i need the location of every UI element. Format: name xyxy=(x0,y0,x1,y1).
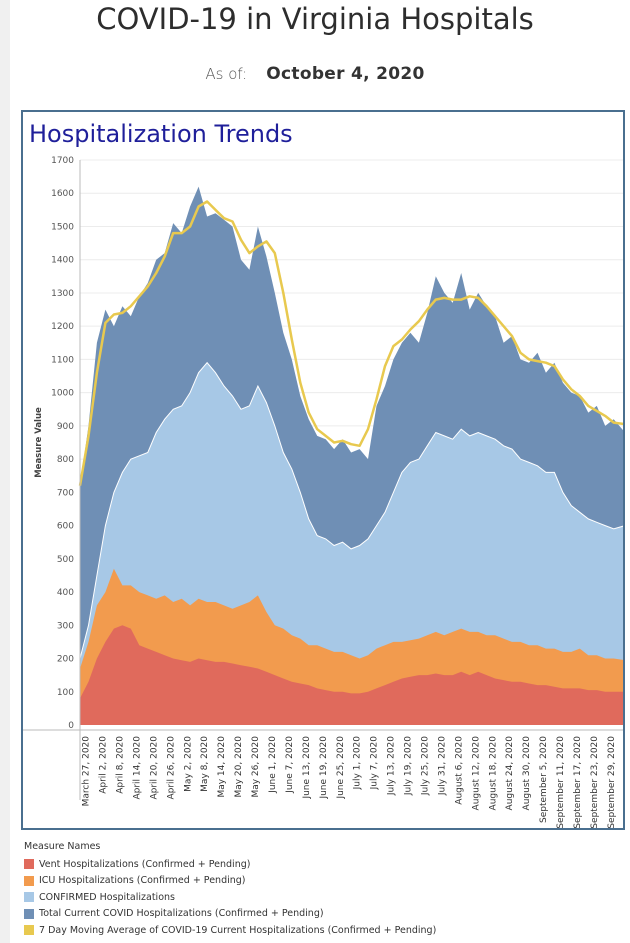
x-tick-label: May 14, 2020 xyxy=(217,736,227,798)
as-of-label: As of: xyxy=(205,65,248,83)
x-tick-label: September 11, 2020 xyxy=(556,736,566,828)
x-tick-label: September 29, 2020 xyxy=(607,736,617,828)
x-tick-label: May 8, 2020 xyxy=(200,736,210,792)
hospitalization-chart: 0 100 200 300 400 500 600 700 800 900 1000 1100 1200… xyxy=(23,156,623,828)
x-tick-label: August 18, 2020 xyxy=(488,736,498,811)
legend-swatch xyxy=(24,875,34,886)
x-tick-label: April 20, 2020 xyxy=(149,736,159,800)
y-tick-label: 900 xyxy=(57,422,74,432)
legend-swatch xyxy=(24,859,34,870)
x-tick-label: June 13, 2020 xyxy=(302,736,312,800)
legend-swatch xyxy=(24,925,34,936)
x-tick-label: July 19, 2020 xyxy=(404,736,414,796)
x-tick-label: September 5, 2020 xyxy=(539,736,549,823)
x-tick-label: September 17, 2020 xyxy=(573,736,583,828)
x-tick-label: August 24, 2020 xyxy=(505,736,515,811)
y-tick-label: 500 xyxy=(57,555,74,565)
x-tick-label: June 1, 2020 xyxy=(268,736,278,794)
y-tick-label: 1600 xyxy=(51,189,74,199)
chart-title: Hospitalization Trends xyxy=(29,120,293,148)
y-tick-label: 1700 xyxy=(51,156,74,166)
y-tick-label: 100 xyxy=(57,688,74,698)
axes: 0 100 200 300 400 500 600 700 800 900 1000 1100 1200… xyxy=(23,156,623,828)
y-tick-label: 1000 xyxy=(51,389,74,399)
x-tick-label: July 25, 2020 xyxy=(421,736,431,796)
y-tick-label: 1300 xyxy=(51,289,74,299)
page-title: COVID-19 in Virginia Hospitals xyxy=(96,2,534,36)
legend-item[interactable]: Vent Hospitalizations (Confirmed + Pendi… xyxy=(24,856,436,873)
y-tick-label: 1400 xyxy=(51,256,74,266)
x-tick-label: July 13, 2020 xyxy=(387,736,397,796)
y-axis-title: Measure Value xyxy=(34,407,44,478)
x-tick-label: April 26, 2020 xyxy=(166,736,176,800)
legend-label: 7 Day Moving Average of COVID-19 Current… xyxy=(39,924,437,936)
legend-label: CONFIRMED Hospitalizations xyxy=(39,891,175,903)
y-tick-label: 200 xyxy=(57,655,74,665)
y-tick-label: 1500 xyxy=(51,222,74,232)
x-tick-label: March 27, 2020 xyxy=(82,736,92,807)
y-tick-label: 1200 xyxy=(51,322,74,332)
moving-average-line xyxy=(78,200,623,486)
y-tick-label: 700 xyxy=(57,488,74,498)
x-tick-label: April 2, 2020 xyxy=(99,736,109,794)
y-tick-label: 0 xyxy=(68,721,74,731)
y-tick-label: 800 xyxy=(57,455,74,465)
legend-title: Measure Names xyxy=(24,841,101,852)
x-tick-label: August 12, 2020 xyxy=(471,736,481,811)
area-series xyxy=(79,186,623,726)
y-tick-label: 300 xyxy=(57,621,74,631)
x-tick-label: August 6, 2020 xyxy=(454,736,464,805)
as-of-date: October 4, 2020 xyxy=(266,64,425,84)
as-of-row: As of: October 4, 2020 xyxy=(0,64,630,84)
legend: Measure Names Vent Hospitalizations (Con… xyxy=(24,841,436,939)
y-tick-label: 1100 xyxy=(51,355,74,365)
x-tick-label: May 2, 2020 xyxy=(183,736,193,792)
y-tick-label: 600 xyxy=(57,522,74,532)
x-tick-label: June 7, 2020 xyxy=(285,736,295,794)
legend-item[interactable]: 7 Day Moving Average of COVID-19 Current… xyxy=(24,922,436,939)
legend-label: Total Current COVID Hospitalizations (Co… xyxy=(39,908,324,920)
x-tick-label: July 1, 2020 xyxy=(353,736,363,791)
chart-panel: Hospitalization Trends 0 100 200 300 400 500 6… xyxy=(21,110,625,830)
series-line-moving-average xyxy=(78,200,623,486)
legend-items: Vent Hospitalizations (Confirmed + Pendi… xyxy=(24,856,436,939)
x-tick-label: June 19, 2020 xyxy=(319,736,329,800)
x-tick-label: July 31, 2020 xyxy=(438,736,448,796)
legend-item[interactable]: ICU Hospitalizations (Confirmed + Pendin… xyxy=(24,873,436,890)
y-tick-label: 400 xyxy=(57,588,74,598)
x-tick-label: June 25, 2020 xyxy=(336,736,346,800)
x-tick-label: May 20, 2020 xyxy=(234,736,244,798)
x-tick-label: July 7, 2020 xyxy=(370,736,380,791)
legend-swatch xyxy=(24,908,34,919)
x-tick-label: April 8, 2020 xyxy=(116,736,126,794)
x-tick-label: April 14, 2020 xyxy=(133,736,143,800)
legend-label: ICU Hospitalizations (Confirmed + Pendin… xyxy=(39,875,246,887)
x-tick-label: May 26, 2020 xyxy=(251,736,261,798)
left-margin-strip xyxy=(0,0,10,943)
series-area-3 xyxy=(80,625,623,725)
legend-label: Vent Hospitalizations (Confirmed + Pendi… xyxy=(39,858,251,870)
legend-swatch xyxy=(24,892,34,903)
x-tick-label: August 30, 2020 xyxy=(522,736,532,811)
legend-item[interactable]: Total Current COVID Hospitalizations (Co… xyxy=(24,906,436,923)
legend-item[interactable]: CONFIRMED Hospitalizations xyxy=(24,889,436,906)
x-tick-label: September 23, 2020 xyxy=(590,736,600,828)
